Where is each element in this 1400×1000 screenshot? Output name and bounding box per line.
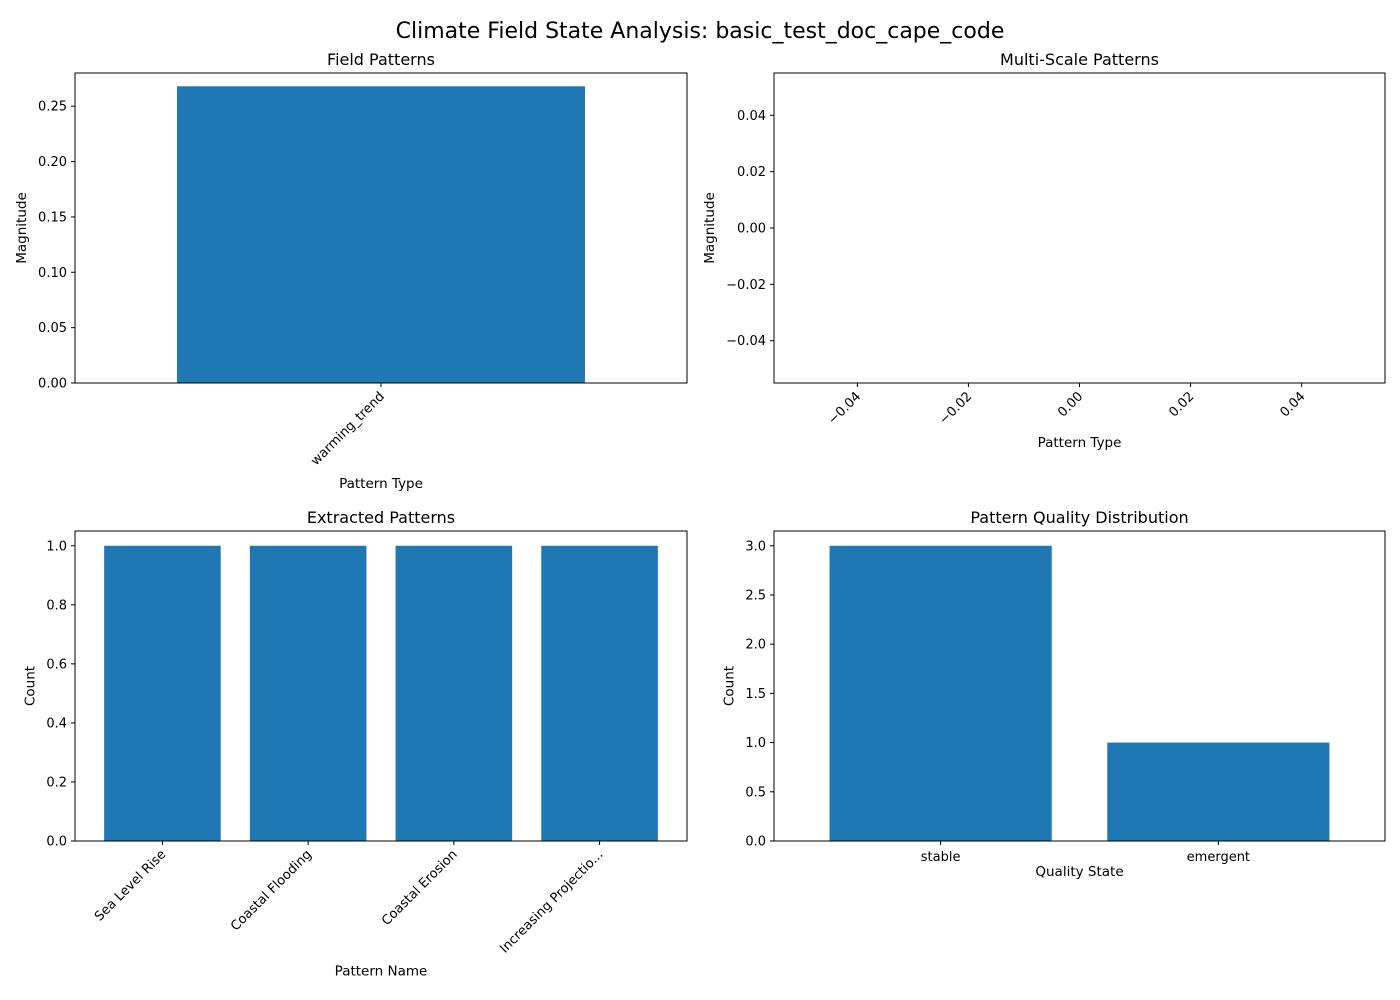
field-patterns-ytick-label: 0.00: [38, 377, 67, 392]
pattern-quality-distribution-bar: [1107, 742, 1330, 841]
pattern-quality-distribution-ytick-label: 1.5: [745, 687, 766, 702]
pattern-quality-distribution-ytick-label: 2.0: [745, 638, 766, 653]
field-patterns-xtick-label: warming_trend: [308, 389, 388, 469]
pattern-quality-distribution-ytick-label: 1.0: [745, 736, 766, 751]
multi-scale-patterns-axes-frame: [773, 72, 1386, 384]
extracted-patterns-bar: [104, 545, 221, 841]
multi-scale-patterns-ylabel: Magnitude: [702, 192, 718, 264]
extracted-patterns-axes-frame: [74, 530, 688, 842]
figure-title: Climate Field State Analysis: basic_test…: [396, 19, 1005, 44]
field-patterns-ytick-label: 0.05: [38, 321, 67, 336]
extracted-patterns-ytick-label: 0.6: [46, 657, 67, 672]
field-patterns-xlabel: Pattern Type: [339, 476, 423, 492]
multi-scale-patterns-xlabel: Pattern Type: [1038, 435, 1122, 451]
multi-scale-patterns-xtick-label: 0.04: [1277, 389, 1308, 420]
extracted-patterns-xlabel: Pattern Name: [335, 964, 428, 980]
pattern-quality-distribution-xtick-label: emergent: [1187, 850, 1250, 865]
multi-scale-patterns-ytick-label: 0.00: [737, 222, 766, 237]
extracted-patterns-xtick-label: Coastal Flooding: [228, 847, 315, 934]
multi-scale-patterns-xtick-label: −0.04: [825, 389, 864, 428]
extracted-patterns-chart: Extracted Patterns 0.0 0.2 0.4 0.6 0.8 1.0 Sea …: [22, 508, 688, 980]
pattern-quality-distribution-chart: Pattern Quality Distribution 0.0 0.5 1.0 1.5…: [721, 508, 1386, 880]
extracted-patterns-ylabel: Count: [22, 666, 38, 706]
pattern-quality-distribution-bar: [829, 545, 1052, 841]
extracted-patterns-ytick-label: 0.0: [46, 835, 67, 850]
extracted-patterns-bar: [249, 545, 367, 841]
charts: Field Patterns 0.00 0.05 0.10 0.15 0.20 0.25 wa…: [14, 50, 1386, 980]
pattern-quality-distribution-ylabel: Count: [721, 666, 737, 706]
pattern-quality-distribution-ytick-label: 2.5: [745, 588, 766, 603]
pattern-quality-distribution-axes-frame: [773, 530, 1386, 842]
extracted-patterns-xtick-label: Sea Level Rise: [92, 847, 169, 924]
pattern-quality-distribution-ytick-label: 3.0: [745, 539, 766, 554]
extracted-patterns-bar: [541, 545, 658, 841]
pattern-quality-distribution-xlabel: Quality State: [1035, 864, 1123, 880]
pattern-quality-distribution-title: Pattern Quality Distribution: [970, 508, 1188, 527]
multi-scale-patterns-ytick-label: −0.04: [726, 334, 766, 349]
extracted-patterns-ytick-label: 1.0: [46, 539, 67, 554]
field-patterns-bar: [177, 86, 585, 384]
multi-scale-patterns-title: Multi-Scale Patterns: [1000, 50, 1159, 69]
pattern-quality-distribution-xtick-label: stable: [921, 850, 961, 865]
extracted-patterns-ytick-label: 0.2: [46, 775, 67, 790]
multi-scale-patterns-xtick-label: −0.02: [936, 389, 975, 428]
extracted-patterns-bar: [395, 545, 513, 841]
multi-scale-patterns-chart: Multi-Scale Patterns −0.04 −0.02 0.00 0.02 0.…: [702, 50, 1386, 451]
field-patterns-ytick-label: 0.20: [38, 155, 67, 170]
extracted-patterns-title: Extracted Patterns: [307, 508, 455, 527]
field-patterns-ylabel: Magnitude: [14, 192, 30, 264]
extracted-patterns-ytick-label: 0.4: [46, 716, 67, 731]
multi-scale-patterns-ytick-label: −0.02: [726, 278, 766, 293]
extracted-patterns-xtick-label: Coastal Erosion: [379, 847, 461, 929]
pattern-quality-distribution-ytick-label: 0.0: [745, 835, 766, 850]
multi-scale-patterns-xtick-label: 0.00: [1055, 389, 1086, 420]
multi-scale-patterns-xtick-label: 0.02: [1166, 389, 1197, 420]
field-patterns-ytick-label: 0.15: [38, 210, 67, 225]
field-patterns-chart: Field Patterns 0.00 0.05 0.10 0.15 0.20 0.25 wa…: [14, 50, 688, 492]
extracted-patterns-ytick-label: 0.8: [46, 598, 67, 613]
pattern-quality-distribution-ytick-label: 0.5: [745, 785, 766, 800]
multi-scale-patterns-ytick-label: 0.02: [737, 165, 766, 180]
extracted-patterns-xtick-label: Increasing Projectio...: [497, 847, 606, 956]
field-patterns-ytick-label: 0.10: [38, 266, 67, 281]
field-patterns-title: Field Patterns: [327, 50, 435, 69]
multi-scale-patterns-ytick-label: 0.04: [737, 109, 766, 124]
field-patterns-ytick-label: 0.25: [38, 100, 67, 115]
